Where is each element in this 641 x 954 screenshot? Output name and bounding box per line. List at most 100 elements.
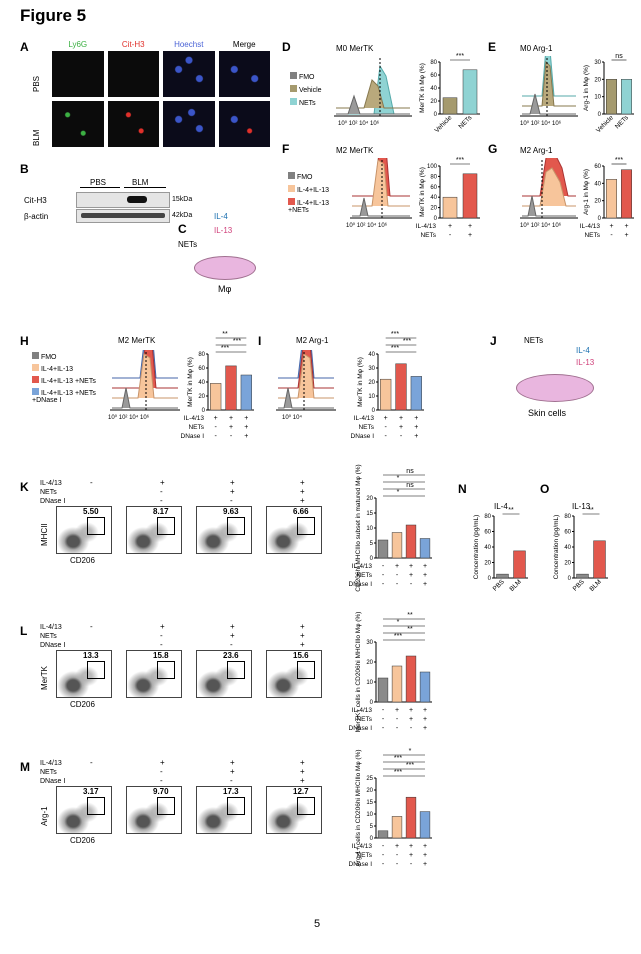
flow-cond-label-l-2: DNase I — [40, 642, 66, 649]
cond-value: - — [382, 716, 385, 723]
y-tick-label: 80 — [198, 352, 205, 358]
bar — [395, 363, 407, 411]
significance-mark: * — [397, 619, 400, 626]
cond-row-label: IL-4/13 — [354, 415, 375, 422]
flow-gate — [297, 661, 315, 679]
significance-mark: *** — [403, 338, 411, 345]
cond-row-label: IL-4/13 — [352, 707, 373, 714]
histogram-f — [350, 158, 412, 219]
flow-plot-k-3: 6.66 — [266, 506, 322, 554]
flow-gate-value: 3.17 — [83, 787, 99, 796]
bar-chart-i: 0 10 20 30 40 MerTK in Mφ (%) *** *** *** IL-4/13… — [351, 331, 424, 440]
cond-value: + — [244, 415, 248, 422]
histogram-e — [520, 56, 578, 117]
y-tick-label: 60 — [198, 366, 205, 372]
flow-plot-l-2: 23.6 — [196, 650, 252, 698]
flow-gate — [87, 661, 105, 679]
cond-row-label: IL-4/13 — [184, 415, 205, 422]
y-tick-label: 60 — [430, 185, 437, 191]
schematic-c-cell: Mφ — [218, 284, 232, 294]
y-axis-label: Arg-1 in Mφ (%) — [583, 65, 590, 111]
y-tick-label: 25 — [366, 776, 373, 782]
micrograph-pbs-hoechst — [163, 51, 215, 97]
x-tick-label: PBS — [492, 578, 507, 593]
col-header-ly6g: Ly6G — [68, 40, 88, 49]
cond-value: + — [423, 843, 427, 850]
flow-plot-m-2: 17.3 — [196, 786, 252, 834]
cond-value: + — [423, 716, 427, 723]
panel-label-c: C — [178, 222, 187, 236]
significance-mark: ** — [222, 331, 228, 338]
y-tick-label: 10 — [366, 680, 373, 686]
y-tick-label: 60 — [484, 530, 491, 536]
panel-f-title: M2 MerTK — [336, 146, 374, 155]
flow-gate-value: 15.8 — [153, 651, 169, 660]
flow-cond-label-m-2: DNase I — [40, 778, 66, 785]
flow-cond-l-1-3: + — [300, 631, 305, 640]
significance-mark: ns — [615, 53, 623, 60]
y-tick-label: 20 — [430, 206, 437, 212]
panel-label-h: H — [20, 334, 29, 348]
cond-row-label: NETs — [420, 232, 436, 239]
flow-gate — [157, 661, 175, 679]
cond-value: + — [409, 563, 413, 570]
bar — [405, 655, 417, 703]
y-tick-label: 20 — [366, 496, 373, 502]
cond-row-label: NETs — [356, 572, 372, 579]
schematic-j-il4: IL-4 — [576, 346, 590, 355]
bar — [380, 378, 392, 411]
legend-h: FMO IL-4+IL-13 IL-4+IL-13 +NETs IL-4+IL-… — [32, 352, 108, 404]
y-tick-label: 0 — [568, 576, 572, 582]
y-tick-label: 10 — [366, 526, 373, 532]
y-tick-label: 10 — [368, 394, 375, 400]
histogram-d — [334, 58, 412, 117]
blot-size-42: 42kDa — [172, 212, 193, 219]
cond-value: + — [409, 843, 413, 850]
flow-cond-k-1-1: - — [160, 487, 163, 496]
y-axis-label: Concentration (pg/mL) — [473, 515, 480, 580]
cond-value: + — [409, 716, 413, 723]
flow-xaxis-m: CD206 — [70, 836, 95, 845]
flow-cond-k-0-2: + — [230, 478, 235, 487]
bar-chart-l: 0 10 20 30 MerTK+ cells in CD206hi MHCIIlo M… — [349, 612, 432, 732]
y-tick-label: 0 — [370, 556, 374, 562]
y-tick-label: 10 — [594, 95, 601, 101]
x-tick-label: BLM — [589, 578, 603, 592]
y-tick-label: 40 — [430, 195, 437, 201]
flow-cond-l-2-1: - — [160, 640, 163, 649]
bar-chart-m: 0 5 10 15 20 25 Arg-1+ cells in CD206hi MHCIIl… — [349, 748, 432, 868]
flow-cond-label-l-1: NETs — [40, 633, 57, 640]
bar — [442, 196, 458, 219]
cond-value: + — [229, 415, 233, 422]
panel-label-l: L — [20, 624, 28, 638]
flow-gate — [87, 517, 105, 535]
y-tick-label: 60 — [594, 164, 601, 170]
y-tick-label: 40 — [198, 380, 205, 386]
cond-value: - — [400, 433, 403, 440]
cond-value: + — [395, 843, 399, 850]
significance-mark: ** — [407, 626, 413, 633]
cond-value: + — [468, 232, 472, 239]
cond-value: + — [229, 424, 233, 431]
significance-mark: *** — [394, 755, 402, 762]
bar — [576, 573, 589, 579]
blot-size-15: 15kDa — [172, 196, 193, 203]
schematic-c-il13: IL-13 — [214, 226, 233, 235]
bar-chart-n: 0 20 40 60 80 Concentration (pg/mL) PBS BLM ** — [473, 507, 528, 593]
bar — [462, 69, 478, 115]
flow-cond-m-2-1: - — [160, 776, 163, 785]
bar — [210, 383, 222, 411]
flow-cond-k-2-2: - — [230, 496, 233, 505]
legend-h-il: IL-4+IL-13 — [40, 366, 74, 373]
cond-row-label: IL-4/13 — [416, 223, 437, 230]
cond-value: + — [423, 572, 427, 579]
panel-i-title: M2 Arg-1 — [296, 336, 329, 345]
significance-mark: ns — [406, 482, 414, 489]
histogram-h — [110, 350, 180, 411]
y-tick-label: 20 — [366, 660, 373, 666]
flow-cond-l-0-2: + — [230, 622, 235, 631]
blot-row-actin: β-actin — [24, 212, 49, 221]
panel-label-b: B — [20, 162, 29, 176]
panel-label-j: J — [490, 334, 497, 348]
significance-mark: *** — [394, 633, 402, 640]
